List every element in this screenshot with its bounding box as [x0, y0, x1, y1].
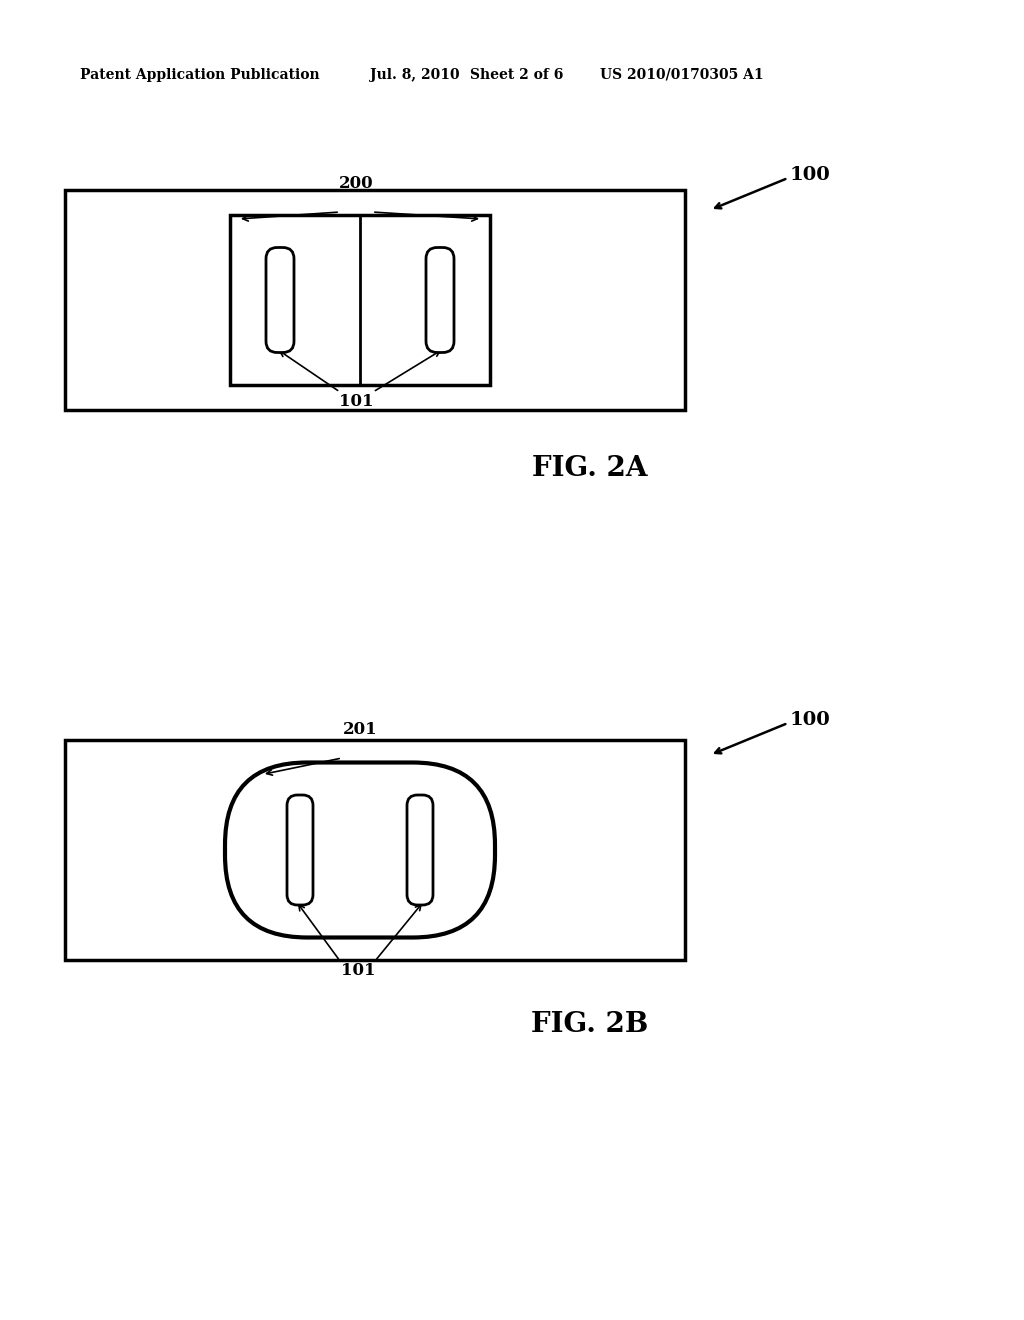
Text: US 2010/0170305 A1: US 2010/0170305 A1: [600, 69, 764, 82]
Text: 201: 201: [343, 721, 377, 738]
Bar: [65, 190, 685, 411]
Text: Patent Application Publication: Patent Application Publication: [80, 69, 319, 82]
Text: 101: 101: [339, 393, 374, 411]
Text: Jul. 8, 2010: Jul. 8, 2010: [370, 69, 460, 82]
FancyBboxPatch shape: [426, 248, 454, 352]
FancyBboxPatch shape: [225, 763, 495, 937]
Text: 101: 101: [341, 962, 375, 979]
FancyBboxPatch shape: [266, 248, 294, 352]
Text: 200: 200: [339, 176, 374, 191]
Text: 100: 100: [790, 711, 830, 729]
FancyBboxPatch shape: [287, 795, 313, 906]
FancyBboxPatch shape: [407, 795, 433, 906]
Text: FIG. 2B: FIG. 2B: [531, 1011, 648, 1039]
Text: 100: 100: [790, 166, 830, 183]
Bar: [230, 215, 490, 385]
Text: Sheet 2 of 6: Sheet 2 of 6: [470, 69, 563, 82]
Text: FIG. 2A: FIG. 2A: [532, 454, 648, 482]
Bar: [65, 741, 685, 960]
